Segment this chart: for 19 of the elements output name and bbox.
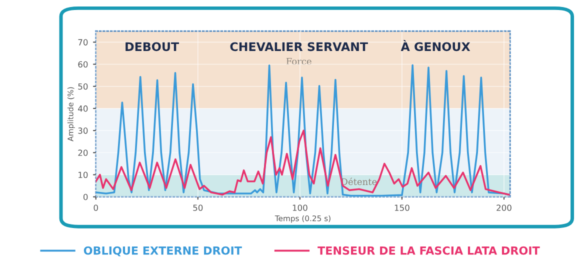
y-tick-label: 40 [78,105,88,112]
x-tick-label: 150 [394,204,410,211]
y-tick-label: 70 [78,39,88,46]
legend-label: TENSEUR DE LA FASCIA LATA DROIT [318,246,540,255]
legend-label: OBLIQUE EXTERNE DROIT [84,246,242,256]
band-label: Force [286,58,312,65]
y-tick-label: 10 [78,172,88,178]
y-tick-label: 50 [78,83,88,90]
x-tick-label: 50 [193,204,203,211]
x-tick-label: 0 [94,204,98,211]
y-tick-label: 60 [78,61,88,68]
y-tick-label: 0 [83,194,88,200]
x-tick-label: 100 [292,204,308,211]
annotation: DEBOUT [126,42,179,52]
annotation: À GENOUX [400,40,470,52]
y-tick-label: 20 [78,150,88,156]
y-tick-label: 30 [78,128,88,134]
x-tick-label: 200 [496,204,512,211]
annotation: CHEVALIER SERVANT [230,42,368,52]
